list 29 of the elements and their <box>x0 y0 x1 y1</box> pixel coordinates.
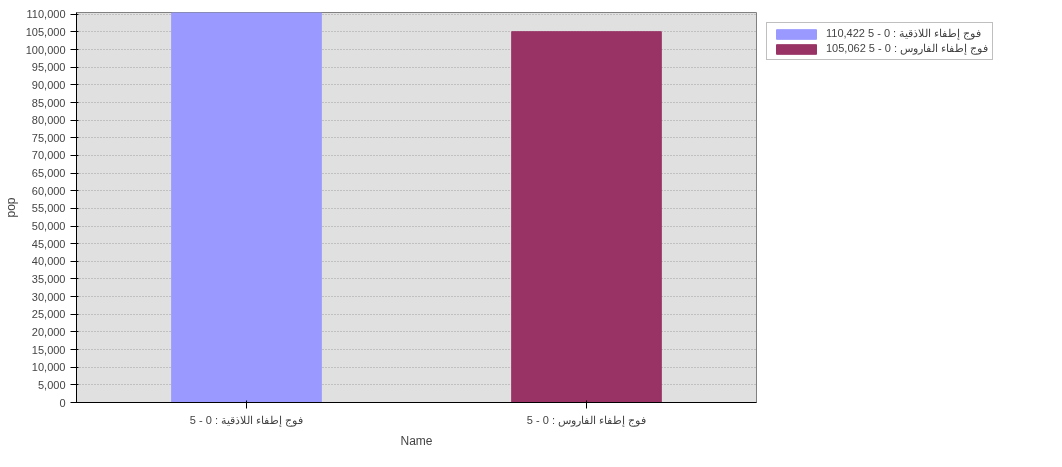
legend-label: فوج إطفاء الفاروس : 0 - 5 105,062 <box>826 42 989 55</box>
y-tick-label: 50,000 <box>31 220 66 233</box>
y-tick-label: 75,000 <box>31 131 66 144</box>
x-tick-label: فوج إطفاء الفاروس : 0 - 5 <box>526 413 647 427</box>
y-tick-label: 35,000 <box>31 272 66 285</box>
y-tick-label: 40,000 <box>31 255 66 268</box>
y-tick-label: 45,000 <box>31 237 66 250</box>
x-tick-label: فوج إطفاء اللاذقية : 0 - 5 <box>189 413 304 427</box>
y-tick-label: 80,000 <box>31 114 66 127</box>
y-tick-label: 90,000 <box>31 78 66 91</box>
y-tick-label: 70,000 <box>31 149 66 162</box>
y-tick-label: 15,000 <box>31 343 66 356</box>
y-tick-label: 65,000 <box>31 167 66 180</box>
y-tick-label: 110,000 <box>26 8 66 21</box>
y-tick-label: 60,000 <box>31 184 66 197</box>
x-axis-title: Name <box>400 433 433 448</box>
y-tick-label: 10,000 <box>31 361 66 374</box>
y-tick-label: 20,000 <box>31 325 66 338</box>
y-tick-label: 85,000 <box>31 96 66 109</box>
y-tick-label: 25,000 <box>31 308 66 321</box>
y-tick-label: 100,000 <box>25 43 66 56</box>
y-tick-label: 105,000 <box>25 25 66 38</box>
y-axis-title: pop <box>3 197 18 218</box>
y-tick-label: 95,000 <box>31 61 66 74</box>
y-tick-label: 5,000 <box>37 378 66 391</box>
y-tick-label: 30,000 <box>31 290 66 303</box>
y-tick-label: 0 <box>59 396 66 409</box>
legend-label: فوج إطفاء اللاذقية : 0 - 5 110,422 <box>826 27 982 40</box>
y-tick-label: 55,000 <box>31 202 66 215</box>
